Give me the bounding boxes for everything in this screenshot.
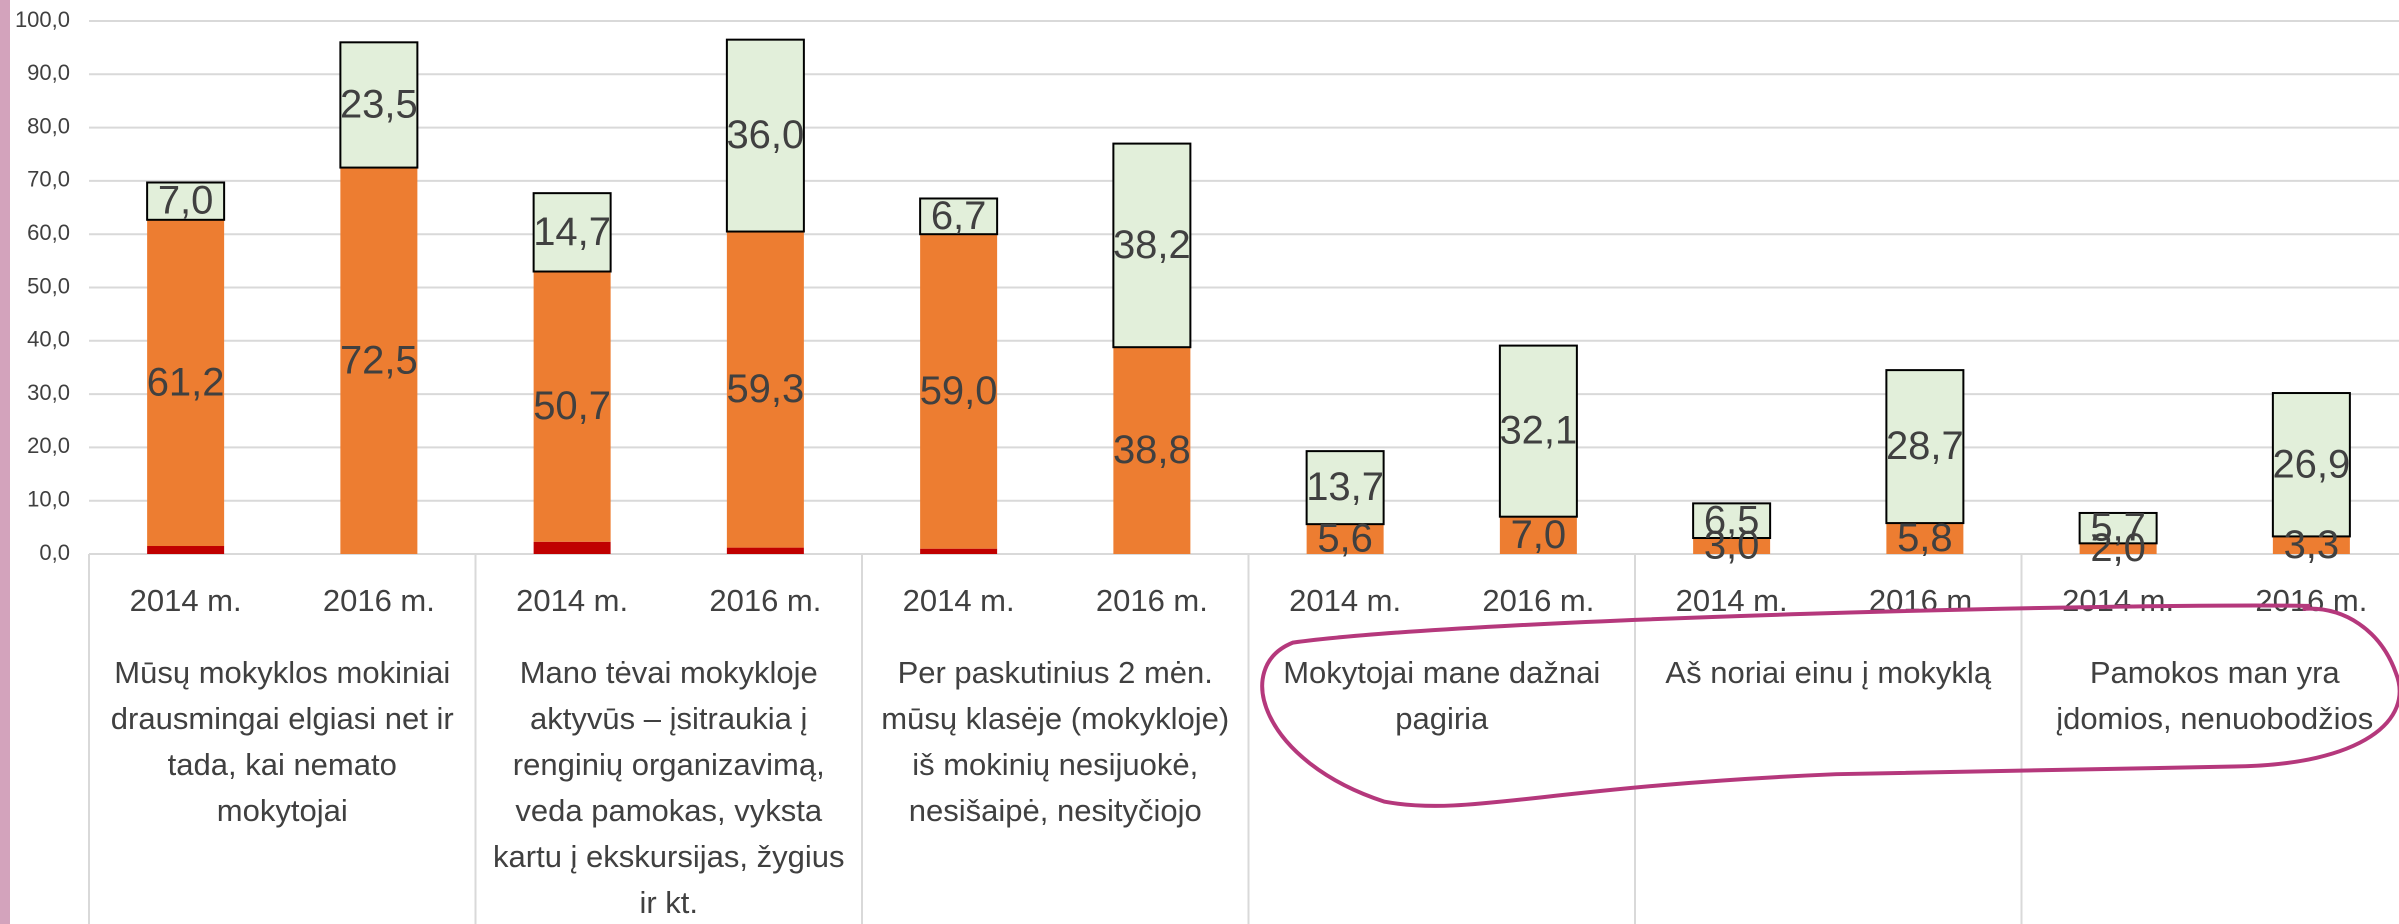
- bar-segment: [920, 548, 998, 554]
- group-label: veda pamokas, vyksta: [515, 793, 822, 828]
- data-label: 50,7: [533, 384, 611, 428]
- data-label: 26,9: [2272, 442, 2350, 486]
- group-label: tada, kai nemato: [168, 747, 397, 782]
- group-label: Aš noriai einu į mokyklą: [1665, 655, 1991, 690]
- data-label: 5,7: [2090, 506, 2146, 550]
- group-label: Pamokos man yra: [2090, 655, 2341, 690]
- group-label: iš mokinių nesijuokė,: [912, 747, 1198, 782]
- group-label: Mano tėvai mokykloje: [520, 655, 818, 690]
- data-label: 5,8: [1897, 516, 1953, 560]
- group-label: mokytojai: [217, 793, 348, 828]
- group-label: drausmingai elgiasi net ir: [111, 701, 454, 736]
- y-tick-label: 0,0: [39, 540, 70, 565]
- data-label: 23,5: [340, 83, 418, 127]
- bar-segment: [1498, 344, 1578, 518]
- bar-segment: [725, 38, 805, 233]
- x-tick-label: 2016 m.: [1096, 583, 1208, 618]
- y-tick-label: 90,0: [27, 60, 70, 85]
- group-label: kartu į ekskursijas, žygius: [493, 839, 844, 874]
- y-tick-label: 40,0: [27, 327, 70, 352]
- y-tick-label: 50,0: [27, 273, 70, 298]
- bar-segment: [2078, 511, 2158, 545]
- bar-segment: [1113, 347, 1191, 554]
- x-tick-label: 2014 m.: [1676, 583, 1788, 618]
- x-tick-label: 2014 m.: [130, 583, 242, 618]
- y-tick-label: 10,0: [27, 487, 70, 512]
- y-tick-label: 20,0: [27, 433, 70, 458]
- bar-segment: [1499, 516, 1577, 554]
- data-label: 59,3: [726, 367, 804, 411]
- bar-segment: [533, 541, 611, 554]
- group-label: Mokytojai mane dažnai: [1283, 655, 1600, 690]
- data-label: 59,0: [920, 369, 998, 413]
- x-tick-label: 2016 m.: [2255, 583, 2367, 618]
- x-tick-label: 2014 m.: [516, 583, 628, 618]
- x-tick-label: 2014 m.: [1289, 583, 1401, 618]
- data-label: 72,5: [340, 338, 418, 382]
- data-label: 36,0: [726, 113, 804, 157]
- x-tick-label: 2016 m.: [1482, 583, 1594, 618]
- bar-segment: [532, 192, 612, 273]
- bar-segment: [1306, 524, 1384, 554]
- bar-segment: [2271, 392, 2351, 538]
- data-label: 32,1: [1499, 409, 1577, 453]
- group-label: Per paskutinius 2 mėn.: [898, 655, 1213, 690]
- group-label: įdomios, nenuobodžios: [2056, 701, 2373, 736]
- left-edge-strip: [0, 0, 10, 924]
- bar-segment: [340, 167, 418, 554]
- group-label: aktyvūs – įsitraukia į: [530, 701, 807, 736]
- bar-segment: [1693, 538, 1771, 554]
- x-tick-label: 2014 m.: [903, 583, 1015, 618]
- data-label: 6,5: [1704, 498, 1760, 542]
- bar-segment: [1692, 502, 1772, 540]
- bar-segment: [533, 271, 611, 542]
- bar-segment: [2079, 543, 2157, 554]
- group-label: Mūsų mokyklos mokiniai: [114, 655, 450, 690]
- x-tick-label: 2014 m.: [2062, 583, 2174, 618]
- data-label: 6,7: [931, 194, 987, 238]
- data-label: 3,0: [1704, 524, 1760, 568]
- y-tick-label: 70,0: [27, 167, 70, 192]
- hand-drawn-circle: [1260, 603, 2399, 808]
- x-tick-label: 2016 m.: [323, 583, 435, 618]
- bar-segment: [1305, 450, 1385, 526]
- data-label: 7,0: [158, 179, 214, 223]
- bar-segment: [147, 219, 225, 547]
- y-tick-label: 80,0: [27, 113, 70, 138]
- bar-segment: [2272, 536, 2350, 554]
- data-label: 13,7: [1306, 465, 1384, 509]
- group-label: nesišaipė, nesityčiojo: [909, 793, 1202, 828]
- bar-segment: [147, 546, 225, 554]
- data-label: 28,7: [1886, 424, 1964, 468]
- group-label: renginių organizavimą,: [513, 747, 825, 782]
- data-label: 2,0: [2090, 526, 2146, 570]
- group-label: mūsų klasėje (mokykloje): [881, 701, 1229, 736]
- bar-segment: [1112, 142, 1192, 349]
- bar-segment: [1886, 523, 1964, 554]
- data-label: 14,7: [533, 210, 611, 254]
- bar-segment: [726, 231, 804, 548]
- bar-segment: [726, 547, 804, 554]
- data-label: 7,0: [1511, 513, 1567, 557]
- data-label: 5,6: [1317, 517, 1373, 561]
- x-tick-label: 2016 m.: [709, 583, 821, 618]
- y-tick-label: 60,0: [27, 220, 70, 245]
- group-label: pagiria: [1395, 701, 1489, 736]
- bar-segment: [920, 234, 998, 549]
- data-label: 38,8: [1113, 428, 1191, 472]
- y-tick-label: 30,0: [27, 380, 70, 405]
- data-label: 3,3: [2284, 523, 2340, 567]
- bar-segment: [339, 41, 419, 169]
- data-label: 61,2: [147, 360, 225, 404]
- bar-segment: [146, 181, 226, 221]
- data-label: 38,2: [1113, 223, 1191, 267]
- bar-segment: [919, 197, 999, 236]
- y-tick-label: 100,0: [15, 7, 70, 32]
- bar-segment: [1885, 369, 1965, 525]
- group-label: ir kt.: [639, 885, 698, 920]
